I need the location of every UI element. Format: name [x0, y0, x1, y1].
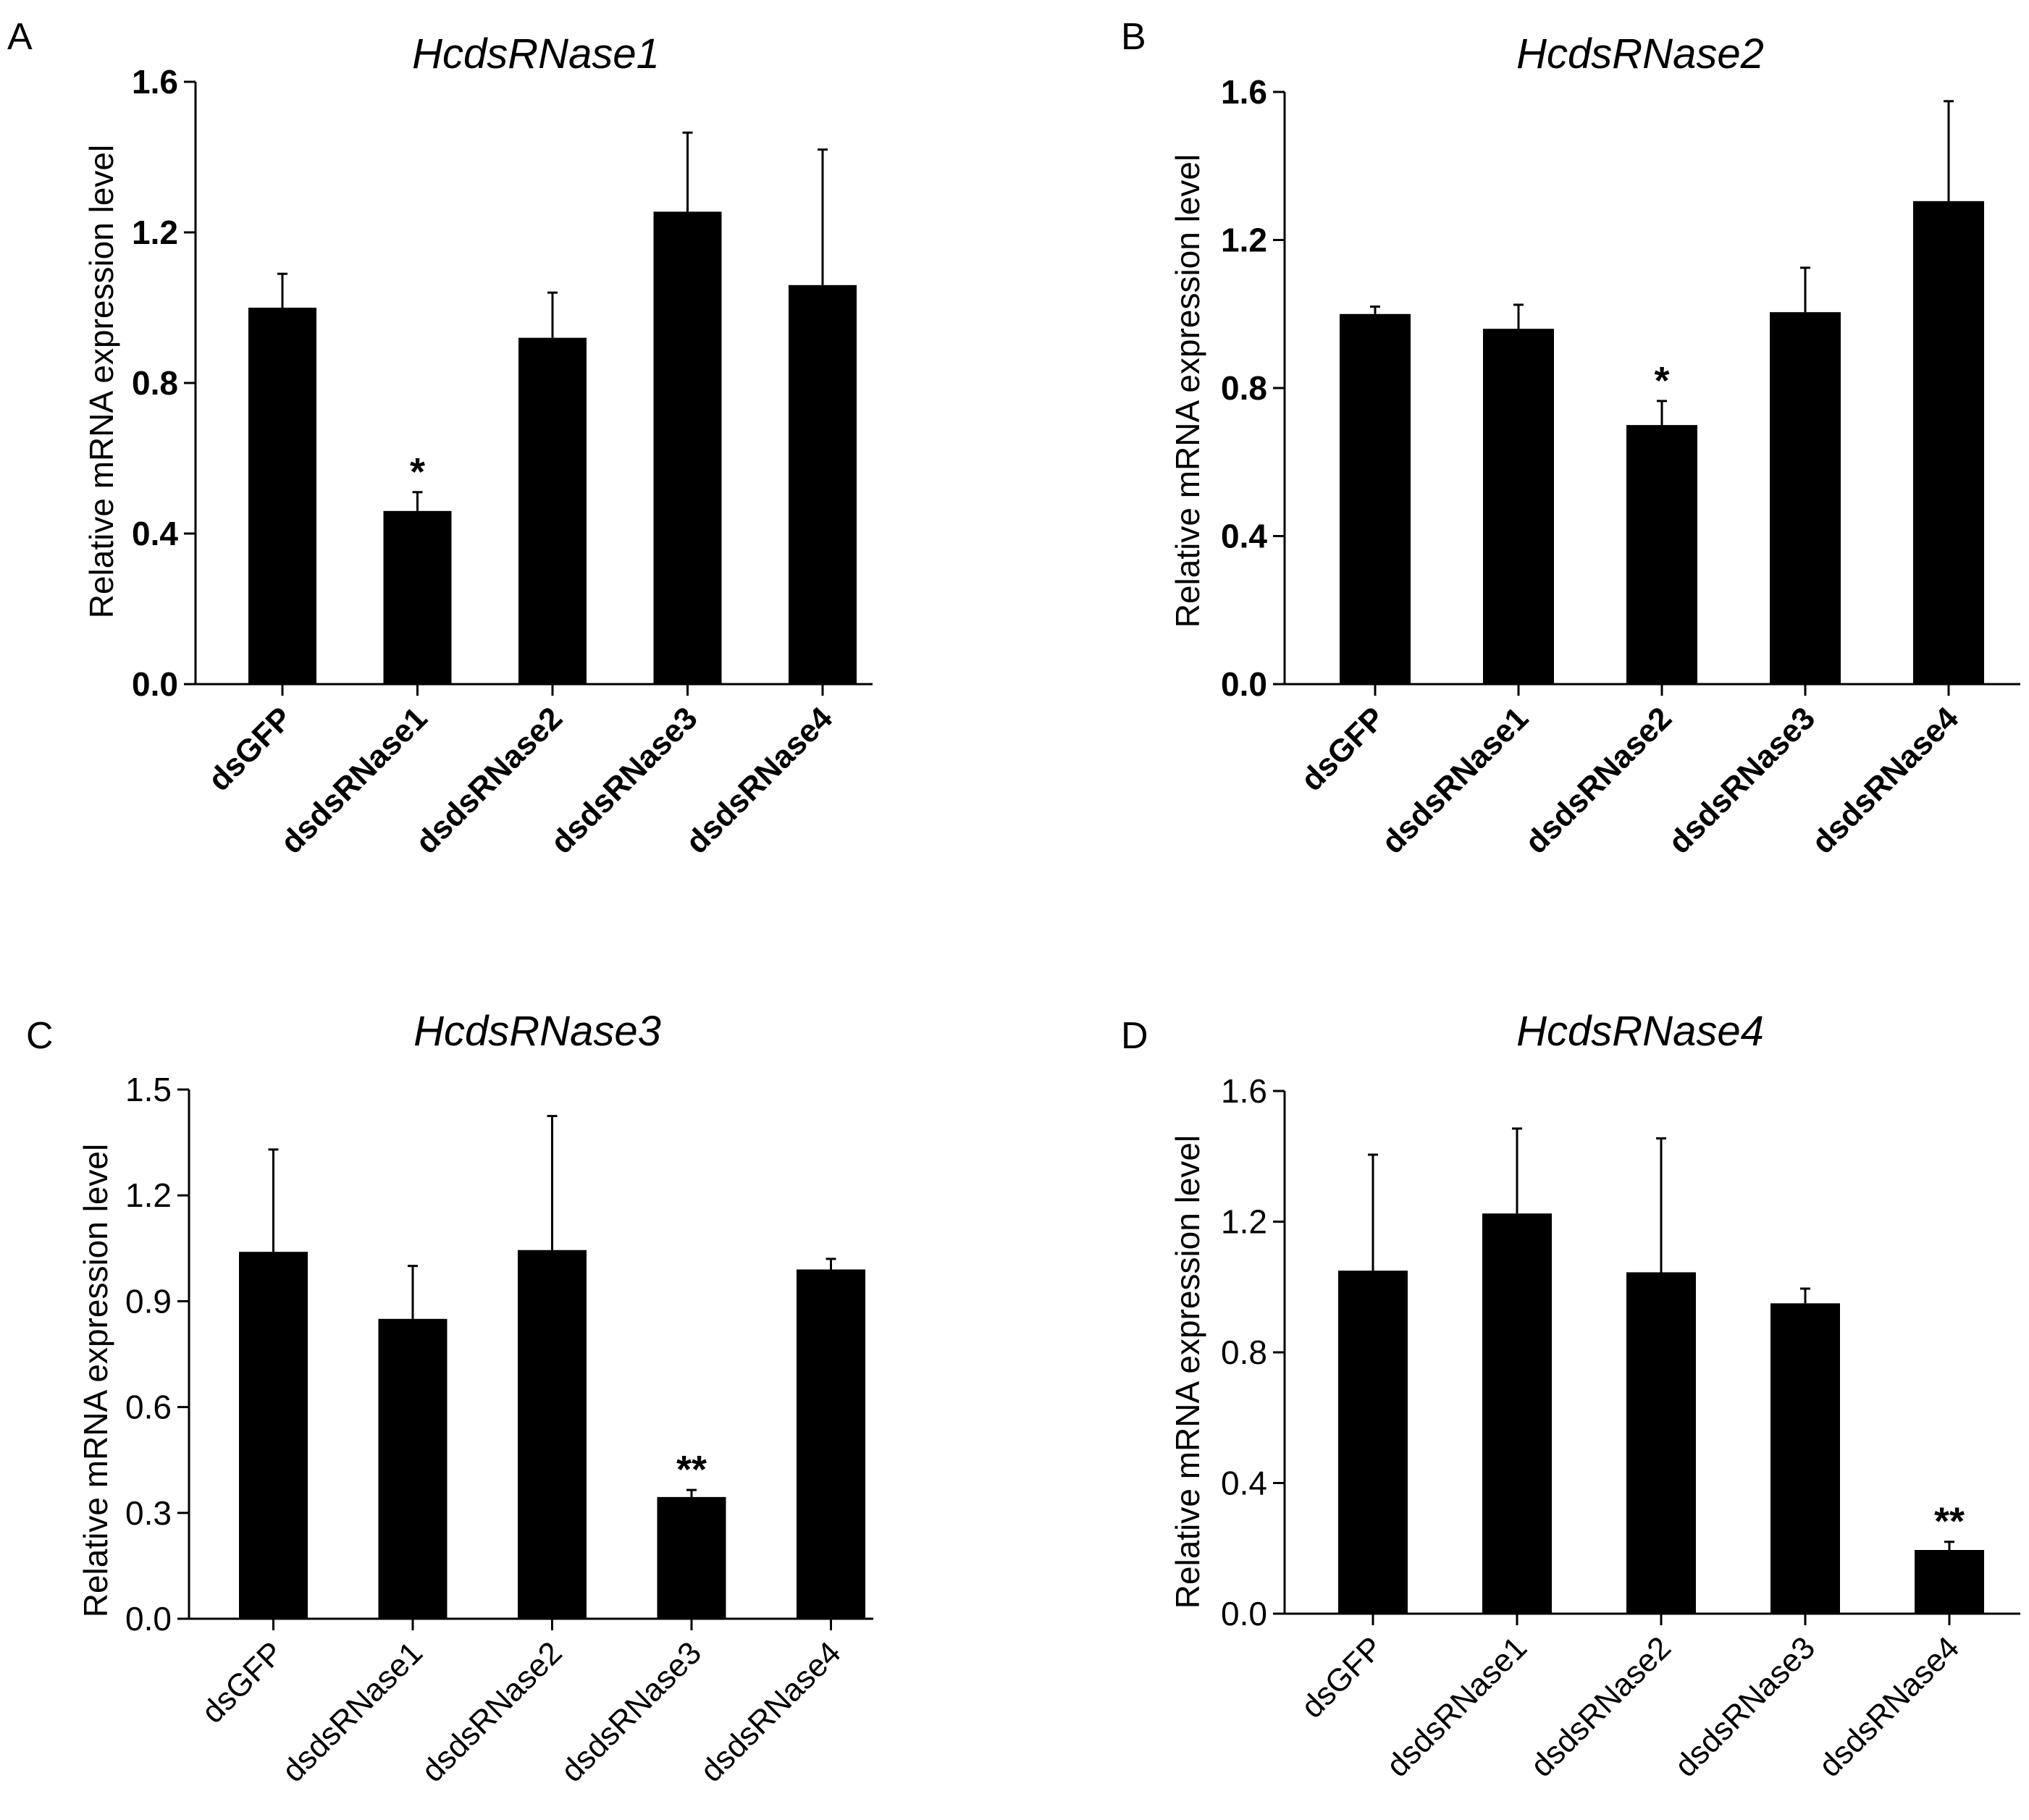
bar — [797, 1269, 865, 1619]
panel-letter: B — [1121, 16, 1146, 58]
y-axis-label: Relative mRNA expression level — [83, 145, 120, 619]
chart-title: HcdsRNase2 — [1516, 30, 1764, 77]
y-tick-label: 0.0 — [125, 1600, 172, 1638]
y-tick-label: 1.5 — [125, 1071, 172, 1108]
chart-title: HcdsRNase3 — [413, 1008, 661, 1055]
y-tick-label: 0.0 — [1221, 1595, 1267, 1632]
significance-marker: * — [410, 450, 425, 494]
y-tick-label: 0.4 — [1221, 518, 1267, 555]
chart-panel-c: C HcdsRNase3 Relative mRNA expression le… — [26, 1008, 873, 1789]
y-tick-label: 0.0 — [1221, 665, 1267, 703]
bar — [1915, 1550, 1984, 1614]
y-tick-label: 0.0 — [132, 665, 178, 703]
significance-marker: ** — [676, 1448, 707, 1491]
y-tick-label: 0.4 — [1221, 1465, 1267, 1502]
bar — [1338, 1271, 1408, 1614]
y-tick-label: 1.2 — [1221, 1203, 1267, 1241]
bar — [1626, 1272, 1696, 1614]
bar — [518, 337, 587, 684]
bar — [1340, 313, 1411, 684]
significance-marker: ** — [1934, 1500, 1965, 1543]
bar — [378, 1318, 448, 1619]
bar — [383, 510, 452, 684]
panel-letter: D — [1121, 1015, 1148, 1057]
bar — [789, 285, 857, 684]
panel-letter: A — [7, 16, 33, 58]
bar — [1913, 201, 1984, 685]
y-tick-label: 0.6 — [125, 1389, 172, 1426]
bar — [1770, 312, 1841, 685]
bar — [653, 211, 722, 684]
y-axis-label: Relative mRNA expression level — [77, 1144, 114, 1618]
y-tick-label: 1.2 — [1221, 222, 1267, 259]
y-tick-label: 1.2 — [125, 1176, 172, 1214]
significance-marker: * — [1654, 359, 1669, 403]
y-axis-label: Relative mRNA expression level — [1169, 1135, 1206, 1609]
y-tick-label: 1.6 — [132, 63, 178, 101]
y-tick-label: 0.8 — [132, 364, 178, 402]
y-axis-label: Relative mRNA expression level — [1169, 154, 1206, 628]
y-tick-label: 1.6 — [1221, 73, 1267, 111]
y-tick-label: 0.4 — [132, 515, 178, 552]
y-tick-label: 1.6 — [1221, 1072, 1267, 1110]
panel-letter: C — [26, 1015, 54, 1057]
bar — [1770, 1303, 1840, 1614]
y-tick-label: 0.3 — [125, 1494, 172, 1532]
y-tick-label: 1.2 — [132, 214, 178, 251]
bar — [657, 1496, 726, 1619]
bar — [1483, 329, 1554, 684]
y-tick-label: 0.9 — [125, 1282, 172, 1320]
bar — [248, 308, 316, 684]
y-tick-label: 0.8 — [1221, 369, 1267, 407]
chart-title: HcdsRNase4 — [1516, 1008, 1764, 1055]
bar — [239, 1252, 308, 1619]
bar — [1626, 425, 1697, 684]
bar — [518, 1250, 587, 1619]
bar — [1482, 1213, 1552, 1614]
plot-area: 0.00.30.60.91.21.5dsGFPdsdsRNase1dsdsRNa… — [125, 1071, 873, 1789]
chart-title: HcdsRNase1 — [412, 30, 660, 77]
y-tick-label: 0.8 — [1221, 1334, 1267, 1371]
